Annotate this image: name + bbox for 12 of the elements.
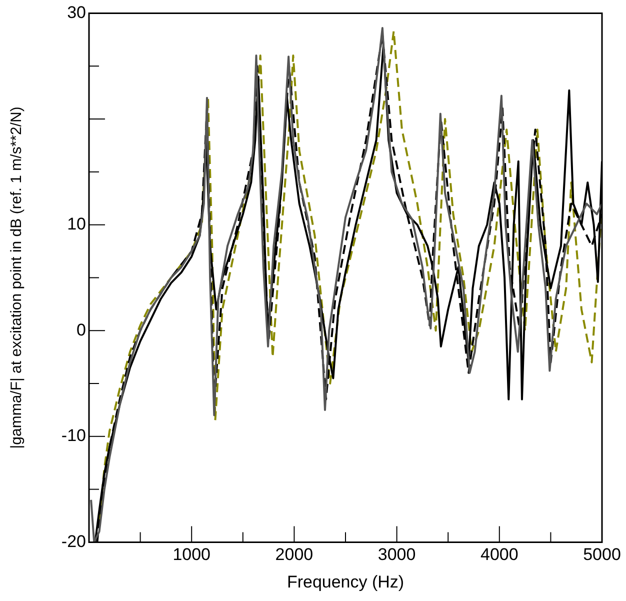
x-axis-title: Frequency (Hz) [286, 572, 404, 592]
x-tick-label: 1000 [172, 545, 211, 564]
y-axis-title: |gamma/F| at excitation point in dB (ref. 1 m/s**2/N) [8, 106, 26, 449]
x-tick-label: 3000 [378, 545, 416, 564]
y-tick-label: 10 [67, 214, 86, 234]
x-tick-label: 2000 [275, 545, 314, 564]
y-tick-label: -20 [61, 532, 86, 551]
y-tick-label: 0 [76, 320, 86, 340]
y-tick-label: -10 [61, 426, 86, 446]
y-tick-label: 30 [67, 2, 86, 22]
x-tick-label: 4000 [480, 545, 518, 564]
x-tick-label: 5000 [583, 545, 621, 564]
